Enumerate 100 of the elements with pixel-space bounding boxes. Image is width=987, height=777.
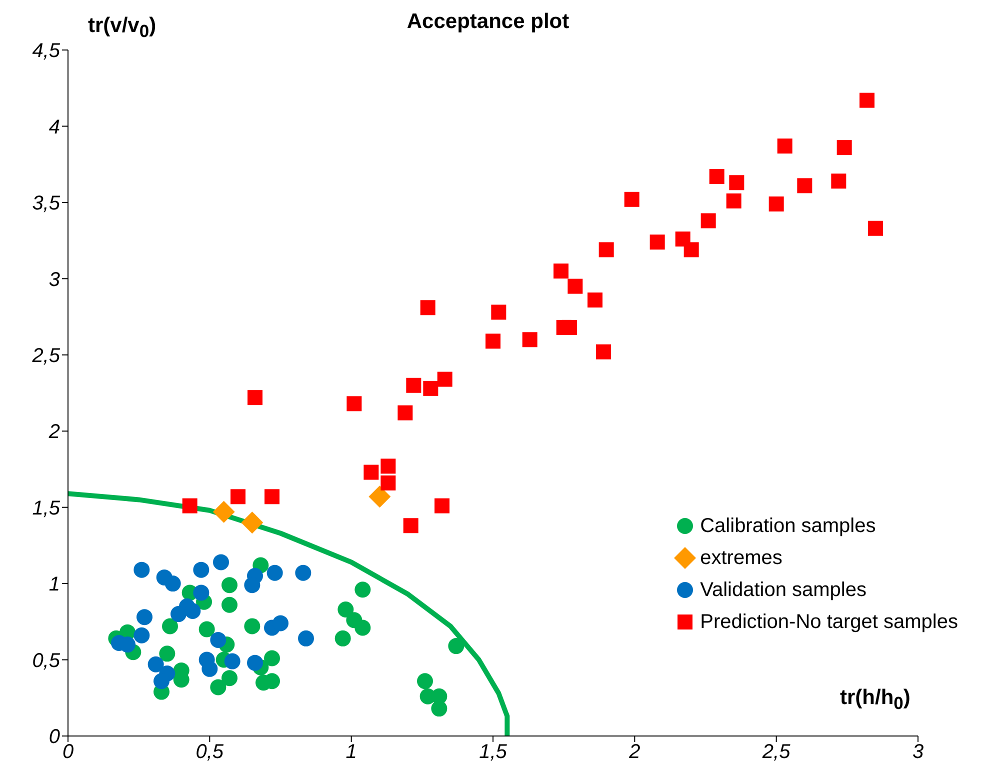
- point: [266, 564, 283, 581]
- point: [148, 656, 164, 672]
- point: [434, 498, 450, 514]
- point: [222, 596, 238, 613]
- x-tick-label: 1: [346, 741, 357, 764]
- point: [247, 654, 263, 671]
- point: [272, 615, 288, 632]
- y-axis-title: tr(v/v$_{0}$): [88, 14, 156, 42]
- point: [588, 292, 602, 308]
- point: [222, 670, 238, 686]
- y-tick-label: 0: [48, 726, 60, 748]
- point: [486, 334, 500, 349]
- point: [406, 378, 422, 393]
- point: [212, 500, 235, 523]
- point: [354, 582, 371, 598]
- legend-label: extremes: [700, 546, 782, 570]
- point: [768, 196, 784, 212]
- y-tick-label: 1: [48, 574, 60, 596]
- point: [431, 700, 448, 717]
- y-tick-label: 2: [48, 421, 60, 444]
- point: [224, 653, 240, 670]
- point: [334, 630, 351, 646]
- point: [295, 564, 312, 581]
- point: [684, 242, 699, 258]
- x-tick-label: 2: [628, 741, 640, 764]
- point: [134, 627, 150, 644]
- point: [184, 602, 201, 619]
- y-tick-label: 3: [48, 268, 60, 291]
- point: [354, 620, 371, 636]
- y-tick-label: 0,5: [32, 650, 61, 672]
- point: [202, 660, 218, 677]
- point: [437, 372, 452, 387]
- point: [244, 577, 260, 594]
- point: [568, 278, 583, 294]
- point: [380, 475, 396, 490]
- point: [403, 518, 418, 534]
- point: [170, 606, 186, 622]
- point: [241, 512, 264, 534]
- point: [164, 576, 181, 592]
- point: [193, 562, 210, 578]
- point: [198, 621, 215, 638]
- point: [624, 192, 640, 207]
- point: [836, 140, 852, 156]
- point: [210, 632, 226, 648]
- point: [868, 220, 883, 236]
- point: [448, 638, 464, 654]
- point: [364, 464, 379, 480]
- x-tick-label: 2,5: [761, 741, 792, 764]
- point: [650, 234, 665, 250]
- point: [423, 380, 438, 396]
- x-tick-label: 1,5: [479, 741, 508, 764]
- x-axis-title: tr(h/h$_{0}$): [840, 686, 910, 714]
- point: [120, 636, 136, 653]
- point: [729, 175, 744, 190]
- y-tick-label: 4,5: [32, 40, 61, 62]
- legend-label: Prediction-No target samples: [700, 610, 958, 634]
- y-tick-label: 2,5: [31, 344, 61, 367]
- point: [562, 320, 577, 335]
- x-tick-label: 0,5: [196, 741, 224, 764]
- point: [222, 577, 238, 594]
- point: [726, 193, 742, 208]
- point: [264, 489, 280, 504]
- point: [596, 344, 611, 360]
- legend-label: Calibration samples: [700, 514, 876, 538]
- y-tick-label: 1,5: [32, 497, 61, 520]
- point: [182, 498, 198, 514]
- point: [797, 178, 812, 194]
- point: [346, 396, 362, 412]
- point: [554, 264, 568, 279]
- point: [136, 609, 152, 626]
- legend-label: Validation samples: [700, 578, 866, 602]
- point: [159, 646, 176, 662]
- point: [777, 138, 792, 154]
- y-tick-label: 3,5: [32, 192, 61, 215]
- point: [244, 618, 260, 634]
- point: [417, 673, 433, 690]
- point: [298, 630, 314, 646]
- point: [230, 489, 246, 504]
- point: [248, 390, 262, 406]
- point: [420, 300, 436, 316]
- x-tick-label: 3: [912, 741, 924, 764]
- point: [154, 673, 170, 690]
- point: [860, 92, 874, 108]
- point: [368, 486, 391, 508]
- point: [380, 458, 396, 474]
- point: [598, 242, 614, 258]
- point: [522, 332, 538, 348]
- point: [162, 618, 178, 634]
- point: [264, 650, 280, 666]
- point: [709, 169, 724, 184]
- point: [491, 304, 506, 320]
- point: [210, 679, 226, 696]
- point: [134, 562, 150, 578]
- point: [193, 584, 210, 601]
- point: [338, 601, 354, 618]
- y-tick-label: 4: [48, 116, 60, 138]
- point: [831, 174, 846, 189]
- point: [398, 405, 413, 420]
- chart-title: Acceptance plot: [406, 10, 570, 33]
- point: [700, 213, 716, 228]
